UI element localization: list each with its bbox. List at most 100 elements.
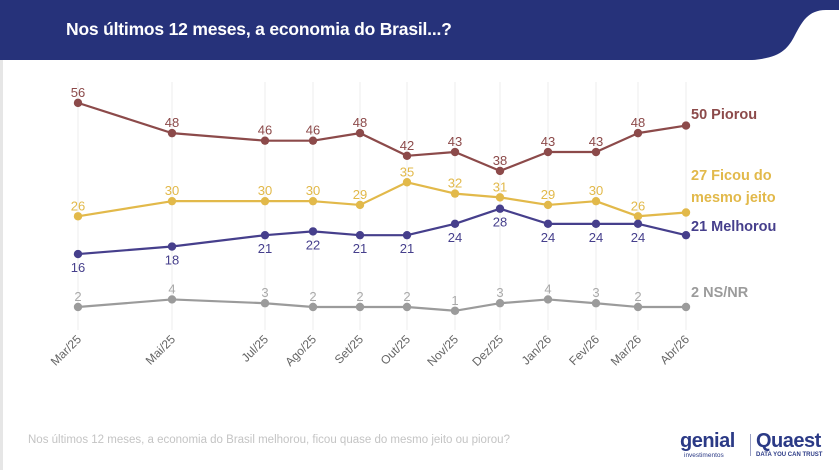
data-label-piorou: 56: [71, 85, 85, 100]
data-point-piorou: [167, 128, 177, 138]
x-tick-label: Fev/26: [566, 332, 602, 368]
data-label-ficou-do-mesmo-jeito: 35: [400, 164, 414, 179]
data-label-piorou: 43: [589, 134, 603, 149]
data-label-ns-nr: 2: [634, 289, 641, 304]
page-title: Nos últimos 12 meses, a economia do Bras…: [66, 19, 452, 39]
data-point-melhorou: [73, 249, 83, 259]
data-point-piorou: [260, 136, 270, 145]
logo-divider: [750, 434, 751, 456]
series-line-ficou-do-mesmo-jeito: [77, 181, 687, 218]
data-point-ficou-do-mesmo-jeito: [355, 200, 365, 210]
data-label-ficou-do-mesmo-jeito: 26: [631, 198, 645, 213]
data-label-ficou-do-mesmo-jeito: 31: [493, 179, 507, 194]
x-tick-label: Jul/25: [239, 332, 272, 365]
series-line-ns-nr: [77, 298, 686, 312]
data-point-ns-nr: [591, 299, 601, 308]
data-point-ns-nr: [681, 302, 691, 312]
data-label-ns-nr: 2: [74, 289, 81, 304]
data-label-melhorou: 21: [353, 241, 367, 256]
data-label-ficou-do-mesmo-jeito: 29: [353, 187, 367, 202]
data-label-ns-nr: 2: [309, 289, 316, 304]
data-label-ns-nr: 1: [451, 293, 458, 308]
data-point-melhorou: [633, 219, 643, 229]
data-label-piorou: 43: [541, 134, 555, 149]
data-label-piorou: 42: [400, 138, 414, 153]
data-label-melhorou: 16: [71, 260, 85, 275]
data-point-ficou-do-mesmo-jeito: [591, 196, 601, 206]
data-point-ns-nr: [167, 295, 177, 304]
series-line-melhorou: [77, 207, 687, 256]
x-tick-label: Mar/26: [608, 332, 645, 369]
data-label-piorou: 38: [493, 153, 507, 168]
data-label-ficou-do-mesmo-jeito: 29: [541, 187, 555, 202]
data-label-piorou: 48: [631, 115, 645, 130]
data-point-melhorou: [402, 230, 412, 240]
genial-logo: genial: [680, 430, 735, 452]
x-tick-label: Mar/25: [48, 332, 85, 369]
data-label-piorou: 46: [306, 123, 320, 138]
x-tick-label: Abr/26: [657, 332, 692, 367]
data-label-melhorou: 18: [165, 253, 179, 268]
data-point-melhorou: [681, 230, 691, 240]
end-label-melhorou: 21 Melhorou: [691, 219, 776, 235]
data-point-ficou-do-mesmo-jeito: [543, 200, 553, 210]
x-tick-label: Mai/25: [143, 332, 179, 368]
data-point-ficou-do-mesmo-jeito: [450, 189, 460, 198]
x-tick-label: Jan/26: [519, 332, 555, 368]
data-point-melhorou: [450, 219, 460, 229]
data-point-melhorou: [591, 219, 601, 229]
data-label-ns-nr: 2: [356, 289, 363, 304]
end-label-ficou-do-mesmo-jeito: mesmo jeito: [691, 190, 776, 206]
data-point-piorou: [681, 121, 691, 130]
data-point-melhorou: [308, 227, 318, 236]
data-label-ns-nr: 3: [592, 285, 599, 300]
x-tick-label: Set/25: [332, 332, 367, 367]
data-label-ns-nr: 4: [544, 281, 551, 296]
x-tick-label: Out/25: [378, 332, 414, 368]
data-label-ficou-do-mesmo-jeito: 30: [165, 183, 179, 198]
genial-logo-subtitle: investimentos: [684, 452, 724, 459]
data-point-piorou: [495, 166, 505, 176]
data-label-melhorou: 21: [258, 241, 272, 256]
data-point-piorou: [308, 136, 318, 145]
series-line-piorou: [77, 101, 687, 173]
data-label-ns-nr: 3: [261, 285, 268, 300]
quaest-logo-subtitle: DATA YOU CAN TRUST: [756, 452, 823, 458]
data-point-ficou-do-mesmo-jeito: [167, 196, 177, 206]
data-point-melhorou: [543, 219, 553, 229]
data-label-melhorou: 22: [306, 237, 320, 252]
end-label-piorou: 50 Piorou: [691, 107, 757, 123]
quaest-logo: Quaest: [756, 430, 821, 452]
data-label-melhorou: 21: [400, 241, 414, 256]
data-point-ns-nr: [495, 299, 505, 308]
data-point-piorou: [355, 128, 365, 138]
line-chart: Mar/25 Mai/25 Jul/25 Ago/25 Set/25 Out/25 Nov/…: [48, 82, 776, 369]
data-point-ns-nr: [450, 306, 460, 315]
data-point-ns-nr: [308, 302, 318, 312]
data-point-ficou-do-mesmo-jeito: [308, 196, 318, 206]
data-point-ficou-do-mesmo-jeito: [633, 212, 643, 221]
data-point-ns-nr: [355, 302, 365, 312]
data-point-piorou: [73, 98, 83, 108]
data-label-melhorou: 24: [541, 230, 555, 245]
data-label-melhorou: 28: [493, 215, 507, 230]
header-banner: Nos últimos 12 meses, a economia do Bras…: [0, 0, 839, 64]
data-point-ns-nr: [260, 299, 270, 308]
data-label-ficou-do-mesmo-jeito: 30: [589, 183, 603, 198]
data-label-ns-nr: 2: [403, 289, 410, 304]
data-point-piorou: [633, 128, 643, 138]
data-point-melhorou: [260, 230, 270, 240]
data-label-piorou: 48: [353, 115, 367, 130]
footnote-question: Nos últimos 12 meses, a economia do Bras…: [28, 434, 510, 446]
data-label-ns-nr: 3: [496, 285, 503, 300]
data-label-ficou-do-mesmo-jeito: 30: [306, 183, 320, 198]
data-point-piorou: [402, 151, 412, 160]
header-background: [0, 0, 839, 60]
data-label-ficou-do-mesmo-jeito: 26: [71, 198, 85, 213]
end-label-ns-nr: 2 NS/NR: [691, 285, 749, 301]
logos: genial investimentos Quaest DATA YOU CAN…: [680, 430, 830, 462]
data-label-piorou: 46: [258, 123, 272, 138]
x-tick-label: Ago/25: [282, 332, 319, 369]
data-label-piorou: 43: [448, 134, 462, 149]
data-point-ficou-do-mesmo-jeito: [260, 196, 270, 206]
